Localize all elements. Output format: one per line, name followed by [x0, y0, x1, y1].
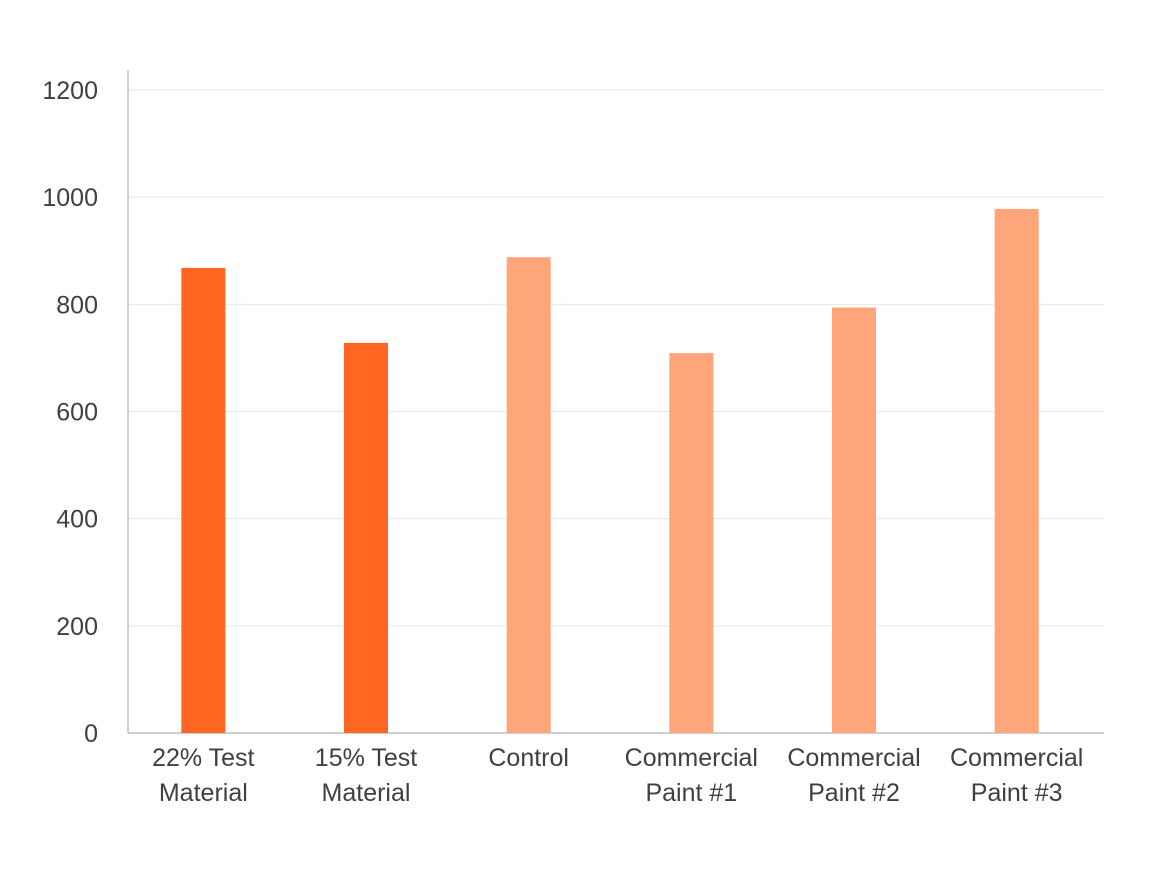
- y-tick-label: 800: [56, 291, 98, 319]
- x-category-label: Control: [488, 744, 569, 772]
- x-category-labels: 22% Test Material 15% Test Material Control C…: [152, 744, 1083, 807]
- bar: [506, 257, 551, 733]
- gridlines: [128, 89, 1104, 627]
- bar: [994, 208, 1039, 733]
- bar: [832, 307, 876, 733]
- bars: [181, 208, 1039, 733]
- y-tick-label: 200: [56, 613, 98, 641]
- y-tick-label: 1000: [42, 184, 98, 212]
- bar: [669, 353, 714, 733]
- y-tick-label: 600: [56, 399, 98, 427]
- bar: [181, 267, 226, 733]
- y-tick-label: 1200: [42, 77, 98, 105]
- y-tick-labels: 0 200 400 600 800 1000 1200: [42, 77, 98, 748]
- y-tick-label: 0: [84, 720, 98, 748]
- axes: [127, 70, 1104, 734]
- x-category-label: 22% Test Material: [152, 744, 254, 807]
- x-category-label: Commercial Paint #2: [787, 744, 920, 807]
- bar: [344, 342, 388, 733]
- x-category-label: Commercial Paint #1: [625, 744, 758, 807]
- x-category-label: Commercial Paint #3: [950, 744, 1083, 807]
- y-tick-label: 400: [56, 506, 98, 534]
- x-category-label: 15% Test Material: [315, 744, 417, 807]
